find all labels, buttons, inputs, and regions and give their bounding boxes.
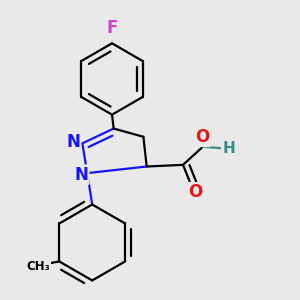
Text: O: O <box>195 128 209 146</box>
Text: H: H <box>222 141 235 156</box>
Text: N: N <box>74 166 88 184</box>
Text: O: O <box>188 183 203 201</box>
Text: F: F <box>106 20 118 38</box>
Text: N: N <box>66 133 80 151</box>
Text: CH₃: CH₃ <box>27 260 50 273</box>
